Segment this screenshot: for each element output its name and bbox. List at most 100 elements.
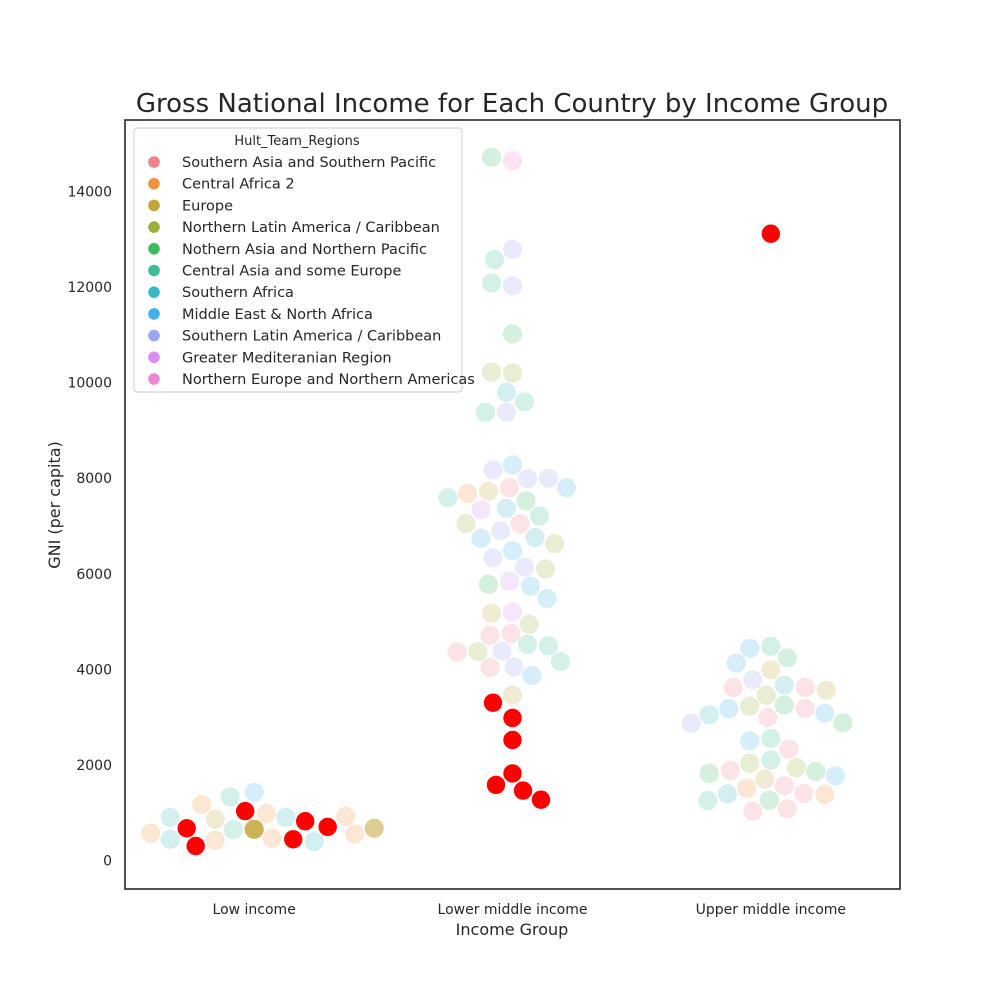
data-point [510, 514, 530, 534]
highlighted-data-point [176, 818, 197, 839]
data-point [529, 506, 550, 526]
data-point [726, 653, 746, 673]
highlighted-data-point [283, 829, 304, 850]
legend-marker [148, 243, 160, 255]
data-point [743, 670, 763, 690]
legend-entries: Southern Asia and Southern Pacific Centra… [148, 155, 475, 388]
highlighted-data-point [482, 692, 503, 713]
y-tick-label: 2000 [76, 758, 112, 774]
data-point [740, 638, 760, 658]
legend-marker [148, 351, 160, 364]
legend-label: Northern Latin America / Caribbean [182, 220, 440, 236]
data-point [276, 807, 296, 828]
data-point [833, 713, 853, 733]
data-point [480, 625, 500, 646]
data-point [786, 758, 806, 778]
data-point [456, 514, 476, 534]
data-point [483, 548, 503, 568]
data-points [141, 147, 853, 857]
legend-label: Europe [182, 198, 233, 214]
data-point [719, 699, 739, 719]
legend-marker [148, 373, 160, 385]
data-point [740, 731, 760, 751]
data-point [740, 753, 760, 774]
data-point [481, 603, 502, 624]
data-point [514, 392, 535, 412]
legend-entry: Central Africa 2 [148, 177, 295, 193]
legend-label: Northern Europe and Northern Americas [182, 372, 475, 388]
data-point [538, 636, 559, 656]
data-point [516, 491, 536, 511]
highlighted-data-point [502, 763, 523, 784]
data-point [492, 641, 512, 661]
data-point [496, 498, 517, 518]
data-point [825, 766, 845, 786]
y-tick-label: 0 [103, 853, 112, 869]
data-point [517, 634, 538, 655]
highlighted-data-point [295, 811, 316, 832]
data-point [496, 402, 517, 422]
data-point [522, 665, 542, 686]
data-point [720, 760, 740, 781]
data-point [514, 557, 535, 577]
chart-title: Gross National Income for Each Country b… [136, 89, 888, 119]
legend-marker [148, 156, 160, 168]
data-point [737, 778, 757, 798]
highlighted-data-point [185, 836, 206, 857]
data-point [262, 828, 282, 849]
legend-title: Hult_Team_Regions [234, 134, 360, 149]
data-point [205, 830, 225, 850]
y-axis-ticks: 0 2000 4000 6000 8000 10000 12000 14000 [67, 185, 112, 870]
data-point [537, 589, 557, 609]
data-point [795, 677, 815, 698]
highlighted-data-point [485, 774, 506, 795]
data-point [304, 832, 324, 852]
y-tick-label: 4000 [76, 662, 112, 678]
data-point [480, 657, 500, 678]
data-point [484, 249, 505, 270]
data-point [815, 784, 835, 805]
data-point [160, 829, 180, 849]
highlighted-data-point [531, 789, 552, 810]
data-point [681, 713, 701, 733]
highlighted-data-point [502, 730, 523, 751]
data-point [723, 677, 743, 698]
legend-entry: Nothern Asia and Northern Pacific [148, 242, 427, 258]
legend-marker [148, 199, 160, 212]
y-tick-label: 14000 [67, 185, 112, 201]
plot-frame [124, 119, 901, 890]
data-point [517, 469, 538, 489]
data-point [438, 488, 458, 508]
legend-entry: Central Asia and some Europe [148, 264, 401, 280]
data-point [468, 642, 488, 662]
data-point [481, 147, 502, 167]
y-tick-label: 6000 [76, 567, 112, 583]
legend: Hult_Team_Regions Southern Asia and Sout… [133, 127, 475, 393]
data-point [525, 527, 545, 548]
legend-entry: Southern Latin America / Caribbean [148, 329, 441, 345]
highlighted-data-point [502, 708, 523, 729]
data-point [160, 807, 180, 828]
data-point [717, 784, 737, 804]
legend-label: Middle East & North Africa [182, 307, 373, 323]
data-point [756, 685, 776, 705]
legend-box [133, 127, 463, 393]
x-tick-label: Upper middle income [696, 902, 846, 918]
data-point [478, 481, 499, 501]
data-point [345, 824, 365, 844]
highlighted-data-point [760, 223, 781, 244]
data-point [761, 750, 781, 770]
data-point [502, 685, 523, 705]
data-point [244, 819, 264, 839]
legend-entry: Southern Africa [148, 285, 294, 301]
y-axis-label: GNI (per capita) [45, 441, 64, 569]
data-point [364, 818, 384, 838]
data-point [490, 521, 511, 541]
legend-label: Central Africa 2 [182, 177, 295, 193]
data-point [141, 823, 161, 843]
data-point [502, 276, 523, 296]
data-point [774, 675, 794, 695]
y-tick-label: 10000 [67, 376, 112, 392]
data-point [761, 636, 781, 657]
